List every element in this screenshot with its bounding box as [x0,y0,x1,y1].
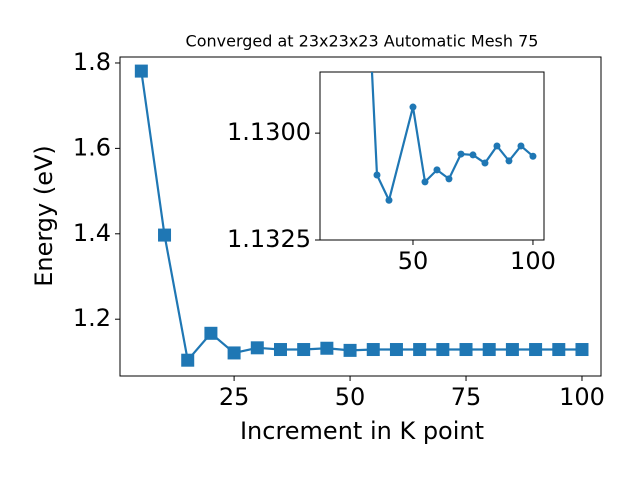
x-tick-label: 100 [559,383,605,411]
x-tick-label: 100 [510,247,556,275]
data-point [482,343,496,357]
y-tick-label: 1.8 [73,48,111,76]
data-point [385,196,393,204]
data-point [529,152,537,160]
data-point [529,343,543,357]
data-point [481,159,489,167]
data-point [409,103,417,111]
data-point [505,343,519,357]
x-tick-label: 25 [219,383,250,411]
data-point [389,343,403,357]
data-point [343,343,357,357]
data-point [134,64,148,78]
x-axis-label: Increment in K point [240,417,484,445]
data-point [413,343,427,357]
data-point [366,343,380,357]
data-point [552,343,566,357]
data-point [421,178,429,186]
x-tick-label: 75 [451,383,482,411]
y-tick-label: 1.4 [73,219,111,247]
y-tick-label: 1.1300 [227,118,311,146]
data-point [320,341,334,355]
y-tick-label: 1.2 [73,304,111,332]
data-point [457,150,465,158]
plot-area [319,71,545,241]
data-point [158,228,172,242]
data-point [433,166,441,174]
data-point [575,343,589,357]
chart-title: Converged at 23x23x23 Automatic Mesh 75 [186,32,539,51]
data-point [250,341,264,355]
series-group [134,64,589,367]
data-point [445,175,453,183]
y-axis-label: Energy (eV) [30,145,58,287]
data-point [493,142,501,150]
x-tick-label: 50 [335,383,366,411]
series-group [370,72,537,204]
y-tick-label: 1.1325 [227,225,311,253]
data-point [517,142,525,150]
data-point [459,343,473,357]
data-point [297,343,311,357]
data-point [436,343,450,357]
y-tick-label: 1.6 [73,133,111,161]
data-point [204,326,218,340]
data-point [469,151,477,159]
data-point [227,346,241,360]
data-point [273,343,287,357]
data-point [181,353,195,367]
data-point [373,171,381,179]
x-tick-label: 50 [398,247,429,275]
data-point [505,157,513,165]
